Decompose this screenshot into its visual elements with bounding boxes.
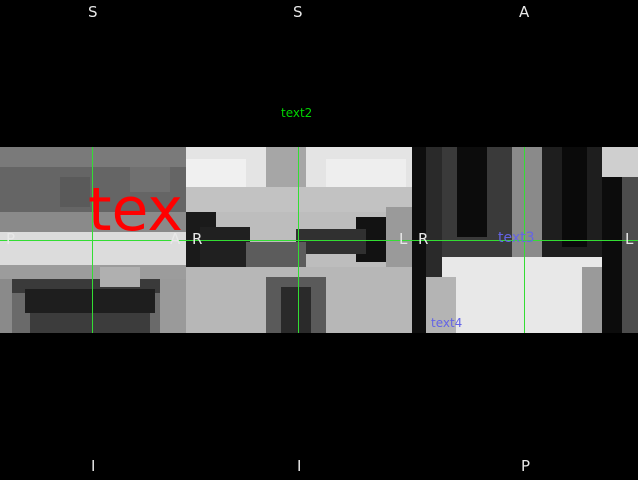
sagittal-orient-right: A [170,230,181,248]
axial-orient-bottom: P [521,457,531,475]
coronal-viewport[interactable]: S I R L text2 [186,0,412,480]
axial-orient-top: A [519,3,530,21]
coronal-orient-left: R [192,230,203,248]
axial-orient-right: L [625,230,634,248]
coronal-crosshair-horizontal[interactable] [186,240,412,241]
coronal-orient-bottom: I [297,457,302,475]
annotation-text1[interactable]: tex [88,175,183,245]
coronal-orient-top: S [293,3,303,21]
annotation-text3[interactable]: text3 [498,230,535,246]
sagittal-orient-top: S [88,3,98,21]
sagittal-slice-image[interactable] [0,147,186,333]
sagittal-viewport[interactable]: S I P A tex [0,0,186,480]
axial-orient-left: R [418,230,429,248]
axial-viewport[interactable]: A P R L text3 text4 [412,0,638,480]
coronal-orient-right: L [399,230,408,248]
axial-crosshair-horizontal[interactable] [412,240,638,241]
sagittal-orient-bottom: I [91,457,96,475]
annotation-text2[interactable]: text2 [281,106,313,120]
sagittal-orient-left: P [6,230,16,248]
coronal-slice-image[interactable] [186,147,412,333]
sagittal-crosshair-horizontal[interactable] [0,240,186,241]
annotation-text4[interactable]: text4 [431,316,463,330]
